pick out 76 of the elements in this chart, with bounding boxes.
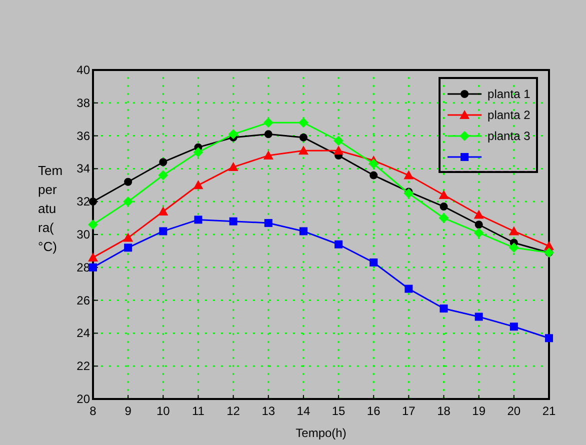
point [404,284,413,293]
x-tick-label: 20 [507,404,521,418]
y-tick-label: 34 [76,162,90,176]
point [438,213,449,224]
point [299,133,308,142]
point [334,240,343,248]
point [193,180,204,190]
x-tick-label: 15 [332,404,346,418]
point [404,170,414,180]
x-tick-label: 13 [262,404,276,418]
y-tick-label: 24 [76,326,90,340]
point [159,227,168,236]
point [228,129,238,140]
point [474,220,483,229]
point [510,322,518,331]
y-tick-label: 22 [76,359,90,374]
point [334,146,344,155]
x-tick-label: 16 [366,404,381,418]
point [263,150,274,160]
x-tick-label: 11 [192,404,205,418]
point [263,118,274,128]
point [545,334,553,342]
point [334,136,344,146]
point [264,130,272,138]
point [88,220,98,230]
x-tick-label: 12 [226,404,240,418]
point [88,252,98,262]
y-tick-label: 36 [76,128,90,143]
x-tick-label: 19 [472,404,486,418]
point [370,171,378,180]
point [159,158,168,166]
point [228,162,238,172]
point [264,218,272,227]
x-axis-title: Tempo(h) [296,426,346,440]
point [298,118,308,128]
legend-label: planta 2 [488,108,531,122]
point [474,228,484,238]
point [298,146,308,155]
legend-label: planta 3 [488,129,531,143]
point [229,217,238,226]
point [299,227,308,236]
point [124,244,132,252]
point [370,258,378,266]
point [158,206,168,216]
x-tick-label: 17 [402,404,416,418]
point [124,178,132,186]
x-tick-label: 14 [296,404,310,418]
y-tick-label: 30 [76,228,90,242]
y-tick-label: 26 [76,293,90,308]
x-tick-label: 21 [542,404,556,418]
x-tick-label: 9 [124,404,132,418]
y-tick-label: 28 [76,260,90,274]
y-axis-title: Temperatura(°C) [38,163,63,254]
point [368,158,379,169]
y-tick-label: 40 [76,63,90,77]
y-tick-label: 32 [76,194,90,209]
point [123,232,134,242]
point [474,210,484,219]
point [194,216,202,224]
point [440,304,448,313]
point [193,147,204,158]
y-tick-label: 38 [76,96,90,110]
x-tick-label: 18 [437,404,451,418]
point [123,196,134,207]
legend-label: planta 1 [488,87,531,101]
point [508,242,519,253]
point [438,190,449,200]
point [474,312,483,321]
x-tick-label: 8 [90,404,97,418]
point [508,226,519,236]
y-tick-label: 20 [76,392,90,406]
point [89,263,97,272]
point [440,202,448,211]
point [158,170,168,180]
point [404,188,414,198]
x-tick-label: 10 [156,404,170,418]
